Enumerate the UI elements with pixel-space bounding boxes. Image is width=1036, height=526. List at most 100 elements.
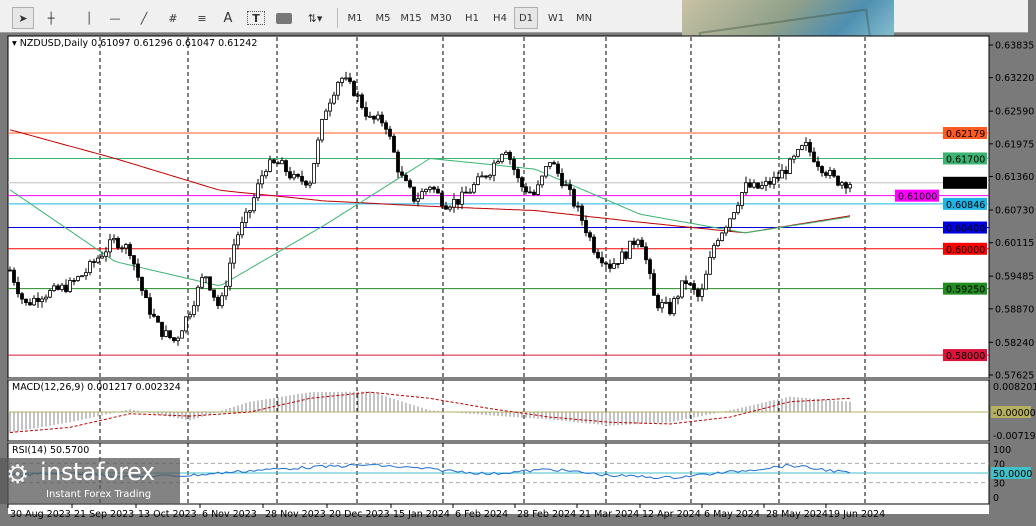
candle [372,115,376,124]
candle [828,166,832,179]
vertical-line-tool-icon[interactable]: │ [85,11,93,25]
candle [408,178,412,189]
candle-body-bear [372,115,376,120]
candle-body-bear [128,244,132,257]
timeframe-m5[interactable]: M5 [375,12,391,24]
timeframe-m15[interactable]: M15 [400,12,422,24]
candle [576,201,580,212]
candle [800,144,804,151]
candle-body-bull [88,261,92,273]
candle-body-bull [48,290,52,298]
rsi-tick-label: 0 [993,493,999,504]
arrows-tool-icon[interactable]: ⇅▾ [307,11,323,25]
candle-body-bear [212,289,216,298]
timeframe-h1[interactable]: H1 [465,12,479,24]
cursor-tool-icon[interactable]: ➤ [12,7,34,29]
candle [772,171,776,189]
candle-body-bear [684,280,688,285]
candle-body-bear [508,151,512,160]
candle-body-bear [216,296,220,307]
candle-body-bear [400,171,404,176]
candle [132,255,136,271]
x-tick-label: 21 Sep 2023 [74,509,134,520]
candle-body-bear [20,293,24,300]
candle-body-bull [564,184,568,187]
candle [464,186,468,194]
candle [92,258,96,268]
timeframe-m30[interactable]: M30 [430,12,452,24]
candle-body-bear [364,107,368,117]
candle-body-bull [52,285,56,291]
candle-body-bear [484,175,488,178]
candle-body-bull [536,184,540,195]
candle [404,172,408,182]
candle-body-bear [208,276,212,291]
y-tick-label: 0.61975 [995,139,1034,150]
level-price-badge [943,197,987,210]
candle [720,231,724,242]
candle [556,161,560,177]
level-price-label: 0.62179 [946,129,985,140]
timeframe-d1[interactable]: D1 [514,7,538,29]
candle [672,296,676,317]
candle [400,166,404,179]
candle [128,242,132,260]
candle [136,258,140,282]
x-tick-label: 12 Apr 2024 [642,509,701,520]
candle [648,257,652,280]
candle-body-bear [432,186,436,190]
candle-body-bull [356,94,360,97]
candle [676,294,680,305]
candle-body-bull [196,286,200,307]
timeframe-w1[interactable]: W1 [547,12,565,24]
candle-body-bull [804,142,808,146]
fibonacci-tool-icon[interactable]: # [168,11,178,25]
macd-panel-border [7,379,990,442]
candle-body-bear [456,198,460,205]
candle-body-bear [556,163,560,174]
candle [776,171,780,183]
candle [660,298,664,313]
candle [228,257,232,291]
timeframe-h4[interactable]: H4 [493,12,507,24]
candle [424,188,428,195]
crosshair-tool-icon[interactable]: ┼ [47,11,55,25]
candle [392,133,396,153]
rectangle-tool-icon[interactable] [276,13,292,24]
timeframe-m1[interactable]: M1 [347,12,363,24]
text-label-tool-icon[interactable]: T [247,11,265,25]
candle-body-bear [600,257,604,264]
trendline-tool-icon[interactable]: ╱ [140,11,148,25]
timeframe-mn[interactable]: MN [575,12,593,24]
candle-body-bear [144,290,148,299]
candle [780,164,784,179]
candle [680,280,684,299]
candle-body-bear [284,160,288,173]
horizontal-line-tool-icon[interactable]: — [109,11,121,25]
candle [348,72,352,85]
candle [816,156,820,171]
candle [632,237,636,249]
candle-body-bear [352,81,356,97]
candle-body-bear [116,237,120,249]
candle-body-bull [428,186,432,190]
candle [736,201,740,215]
candle [292,170,296,181]
candle [624,250,628,261]
candle-body-bear [380,114,384,124]
collapse-icon[interactable]: ▾ [12,38,20,49]
candle-body-bull [104,251,108,257]
candle-body-bull [100,255,104,259]
rsi-tick-label: 50.0000 [993,469,1032,480]
candle-body-bull [292,173,296,179]
text-tool-icon[interactable]: A [223,10,233,26]
bottom-edge [0,520,1036,526]
candle-body-bull [468,191,472,194]
level-price-label: 0.61242 [946,179,985,190]
candle [456,198,460,210]
fibo-levels-tool-icon[interactable]: ≡ [197,11,207,25]
macd-zero-badge [991,406,1031,418]
candle [608,259,612,273]
candle [216,294,220,310]
candle-body-bear [148,297,152,315]
